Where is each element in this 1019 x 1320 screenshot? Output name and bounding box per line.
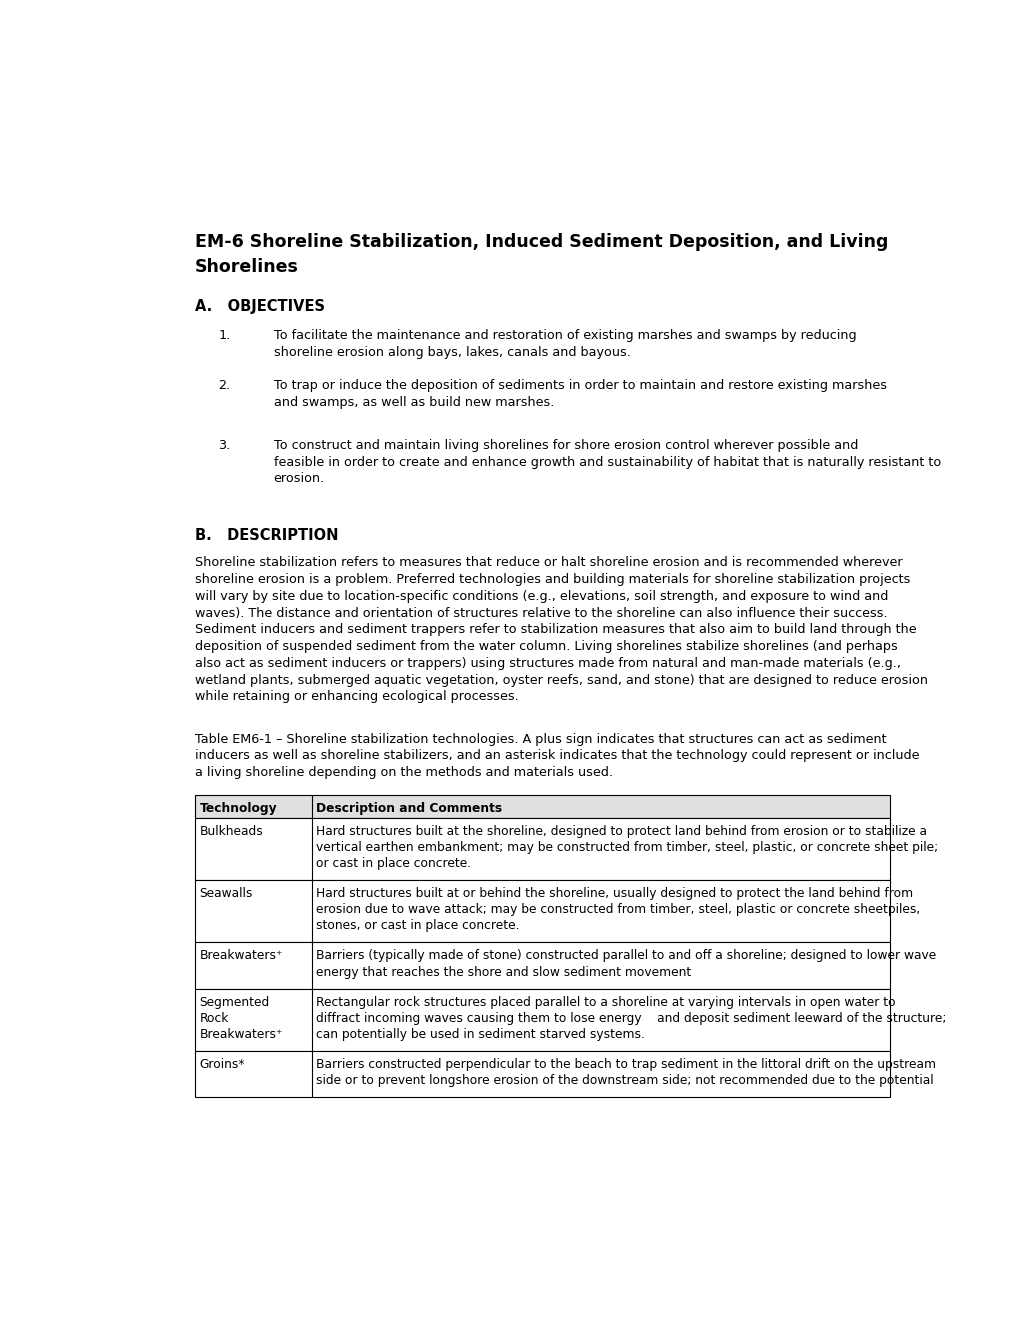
Bar bbox=[195, 795, 890, 817]
Text: shoreline erosion along bays, lakes, canals and bayous.: shoreline erosion along bays, lakes, can… bbox=[273, 346, 630, 359]
Text: a living shoreline depending on the methods and materials used.: a living shoreline depending on the meth… bbox=[195, 766, 612, 779]
Text: erosion due to wave attack; may be constructed from timber, steel, plastic or co: erosion due to wave attack; may be const… bbox=[316, 903, 920, 916]
Text: wetland plants, submerged aquatic vegetation, oyster reefs, sand, and stone) tha: wetland plants, submerged aquatic vegeta… bbox=[195, 673, 927, 686]
Bar bbox=[195, 989, 890, 1051]
Text: while retaining or enhancing ecological processes.: while retaining or enhancing ecological … bbox=[195, 690, 518, 704]
Bar bbox=[195, 880, 890, 942]
Text: vertical earthen embankment; may be constructed from timber, steel, plastic, or : vertical earthen embankment; may be cons… bbox=[316, 841, 937, 854]
Text: diffract incoming waves causing them to lose energy    and deposit sediment leew: diffract incoming waves causing them to … bbox=[316, 1012, 946, 1024]
Text: erosion.: erosion. bbox=[273, 473, 325, 486]
Text: will vary by site due to location-specific conditions (e.g., elevations, soil st: will vary by site due to location-specif… bbox=[195, 590, 888, 603]
Text: Groins*: Groins* bbox=[200, 1059, 245, 1072]
Text: Barriers constructed perpendicular to the beach to trap sediment in the littoral: Barriers constructed perpendicular to th… bbox=[316, 1059, 935, 1072]
Text: shoreline erosion is a problem. Preferred technologies and building materials fo: shoreline erosion is a problem. Preferre… bbox=[195, 573, 909, 586]
Text: Technology: Technology bbox=[200, 803, 277, 816]
Text: waves). The distance and orientation of structures relative to the shoreline can: waves). The distance and orientation of … bbox=[195, 607, 887, 619]
Text: To facilitate the maintenance and restoration of existing marshes and swamps by : To facilitate the maintenance and restor… bbox=[273, 329, 856, 342]
Text: energy that reaches the shore and slow sediment movement: energy that reaches the shore and slow s… bbox=[316, 965, 691, 978]
Text: or cast in place concrete.: or cast in place concrete. bbox=[316, 857, 471, 870]
Text: also act as sediment inducers or trappers) using structures made from natural an: also act as sediment inducers or trapper… bbox=[195, 657, 900, 671]
Text: A.   OBJECTIVES: A. OBJECTIVES bbox=[195, 298, 324, 314]
Text: Segmented: Segmented bbox=[200, 995, 269, 1008]
Text: Shoreline stabilization refers to measures that reduce or halt shoreline erosion: Shoreline stabilization refers to measur… bbox=[195, 556, 902, 569]
Text: feasible in order to create and enhance growth and sustainability of habitat tha: feasible in order to create and enhance … bbox=[273, 455, 941, 469]
Text: Description and Comments: Description and Comments bbox=[316, 803, 502, 816]
Text: Bulkheads: Bulkheads bbox=[200, 825, 263, 838]
Text: inducers as well as shoreline stabilizers, and an asterisk indicates that the te: inducers as well as shoreline stabilizer… bbox=[195, 750, 918, 763]
Text: stones, or cast in place concrete.: stones, or cast in place concrete. bbox=[316, 919, 520, 932]
Text: Seawalls: Seawalls bbox=[200, 887, 253, 900]
Text: B.   DESCRIPTION: B. DESCRIPTION bbox=[195, 528, 338, 543]
Text: 2.: 2. bbox=[218, 379, 230, 392]
Text: Hard structures built at the shoreline, designed to protect land behind from ero: Hard structures built at the shoreline, … bbox=[316, 825, 926, 838]
Bar bbox=[195, 817, 890, 880]
Text: can potentially be used in sediment starved systems.: can potentially be used in sediment star… bbox=[316, 1028, 645, 1041]
Text: Rectangular rock structures placed parallel to a shoreline at varying intervals : Rectangular rock structures placed paral… bbox=[316, 995, 895, 1008]
Text: Breakwaters⁺: Breakwaters⁺ bbox=[200, 1028, 282, 1041]
Text: 1.: 1. bbox=[218, 329, 230, 342]
Text: side or to prevent longshore erosion of the downstream side; not recommended due: side or to prevent longshore erosion of … bbox=[316, 1074, 933, 1088]
Text: Table EM6-1 – Shoreline stabilization technologies. A plus sign indicates that s: Table EM6-1 – Shoreline stabilization te… bbox=[195, 733, 886, 746]
Text: Sediment inducers and sediment trappers refer to stabilization measures that als: Sediment inducers and sediment trappers … bbox=[195, 623, 915, 636]
Bar bbox=[195, 1051, 890, 1097]
Text: Shorelines: Shorelines bbox=[195, 257, 299, 276]
Text: Barriers (typically made of stone) constructed parallel to and off a shoreline; : Barriers (typically made of stone) const… bbox=[316, 949, 935, 962]
Text: To construct and maintain living shorelines for shore erosion control wherever p: To construct and maintain living shoreli… bbox=[273, 440, 857, 451]
Text: 3.: 3. bbox=[218, 440, 230, 451]
Text: EM-6 Shoreline Stabilization, Induced Sediment Deposition, and Living: EM-6 Shoreline Stabilization, Induced Se… bbox=[195, 232, 888, 251]
Bar bbox=[195, 942, 890, 989]
Text: Rock: Rock bbox=[200, 1012, 228, 1024]
Text: deposition of suspended sediment from the water column. Living shorelines stabil: deposition of suspended sediment from th… bbox=[195, 640, 897, 653]
Text: and swamps, as well as build new marshes.: and swamps, as well as build new marshes… bbox=[273, 396, 553, 409]
Text: Hard structures built at or behind the shoreline, usually designed to protect th: Hard structures built at or behind the s… bbox=[316, 887, 913, 900]
Text: Breakwaters⁺: Breakwaters⁺ bbox=[200, 949, 282, 962]
Text: To trap or induce the deposition of sediments in order to maintain and restore e: To trap or induce the deposition of sedi… bbox=[273, 379, 886, 392]
